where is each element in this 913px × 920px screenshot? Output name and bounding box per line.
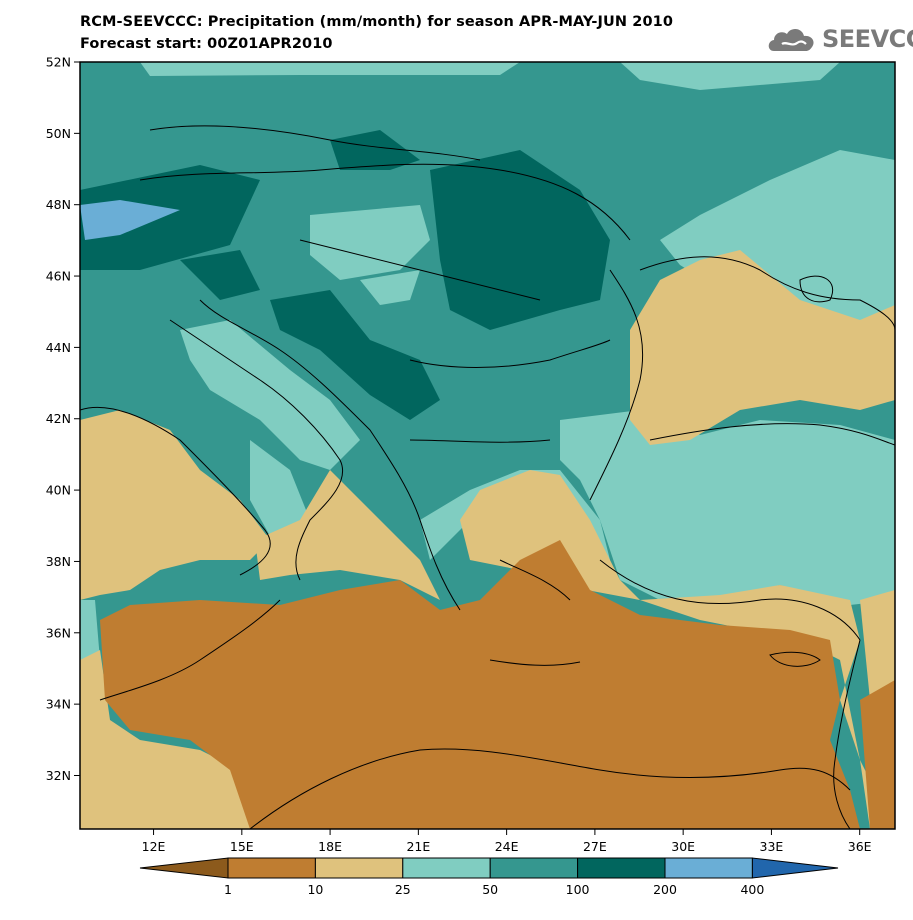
forecast-start: Forecast start: 00Z01APR2010 [80,36,333,52]
map-frame [79,61,896,830]
logo-text: SEEVCCC [822,25,913,53]
field-10-25-sw [80,650,260,829]
lon-label: 36E [848,839,872,854]
danube-border [299,239,541,301]
lon-label: 21E [406,839,430,854]
northern-border [149,125,481,161]
lat-label: 52N [46,55,71,70]
lon-label: 27E [583,839,607,854]
field-100-200-carpathian [430,150,610,330]
lon-label: 33E [760,839,784,854]
field-25-50-north [140,62,520,76]
lon-label: 18E [318,839,342,854]
tunisia-coast [99,599,281,701]
colorbar-box [314,857,404,879]
field-100-200-small [180,250,260,300]
colorbar-box [489,857,579,879]
colorbar-tick-label: 25 [395,882,411,897]
black-sea-west [589,269,644,501]
colorbar-tick-label: 10 [307,882,323,897]
field-25-50-south-italy [250,440,310,545]
anatolia-south [599,559,861,641]
colorbar-tick-label: 400 [740,882,764,897]
field-25-50-ne [620,62,840,90]
colorbar-max-triangle [751,857,839,879]
colorbar-tick-label: 1 [224,882,232,897]
field-200-400 [80,200,180,240]
field-100-200-alps [80,165,260,270]
colorbar-box [402,857,491,879]
lat-label: 42N [46,411,71,426]
field-25-50-pannonia [310,205,430,280]
coastlines-borders [80,125,895,829]
lat-label: 50N [46,126,71,141]
colorbar: 1 10 25 50 100 200 400 [139,857,839,897]
lat-label: 40N [46,483,71,498]
levant-coast [833,639,861,829]
crete-arc [499,559,571,601]
lat-label: 32N [46,768,71,783]
lon-label: 24E [495,839,519,854]
italy-coast-west [80,406,271,576]
lon-label: 12E [142,839,166,854]
map-title: RCM-SEEVCCC: Precipitation (mm/month) fo… [80,14,674,30]
field-10-25-aegean [460,470,640,600]
field-100-200-north [330,130,420,170]
field-25-50-east [660,150,895,340]
lon-label: 30E [671,839,695,854]
cyprus [769,651,821,667]
field-10-25-levant [860,590,895,700]
italy-coast-east [169,319,344,581]
colorbar-box [664,857,753,879]
field-10-25-ionian [255,470,440,600]
colorbar-tick-label: 50 [482,882,498,897]
black-sea-south [649,423,895,446]
longitude-axis: 12E 15E 18E 21E 24E 27E 30E 33E 36E [142,829,872,854]
latitude-axis: 52N 50N 48N 46N 44N 42N 40N 38N 36N 34N 32N [46,55,80,783]
lat-label: 38N [46,554,71,569]
lat-label: 46N [46,269,71,284]
field-10-25-east [640,585,895,829]
lon-label: 15E [230,839,254,854]
lat-label: 48N [46,197,71,212]
lat-label: 36N [46,625,71,640]
africa-coast [249,748,851,829]
colorbar-min-triangle [139,857,229,879]
field-10-25-west [80,410,270,600]
precipitation-field [80,62,895,829]
field-25-50-italy [180,320,360,470]
black-sea-north [639,256,895,331]
colorbar-tick-label: 200 [653,882,677,897]
balkan-border [409,339,611,368]
field-25-50-small [360,270,420,305]
seevccc-logo: SEEVCCC [766,24,913,54]
crete [489,659,581,666]
field-10-25-black-sea [630,250,895,445]
field-1-10-east [860,680,895,829]
lat-label: 34N [46,697,71,712]
colorbar-box [227,857,316,879]
central-europe-border [139,163,631,241]
cloud-icon [768,28,814,51]
lat-label: 44N [46,340,71,355]
adriatic-coast [199,299,461,611]
field-25-50-anatolia [560,410,895,605]
colorbar-box [577,857,666,879]
crimea [799,275,834,303]
south-balkan-border [409,439,551,443]
colorbar-tick-label: 100 [566,882,590,897]
field-1-10-mediterranean [100,540,860,829]
field-100-200-dinaric [270,290,440,420]
